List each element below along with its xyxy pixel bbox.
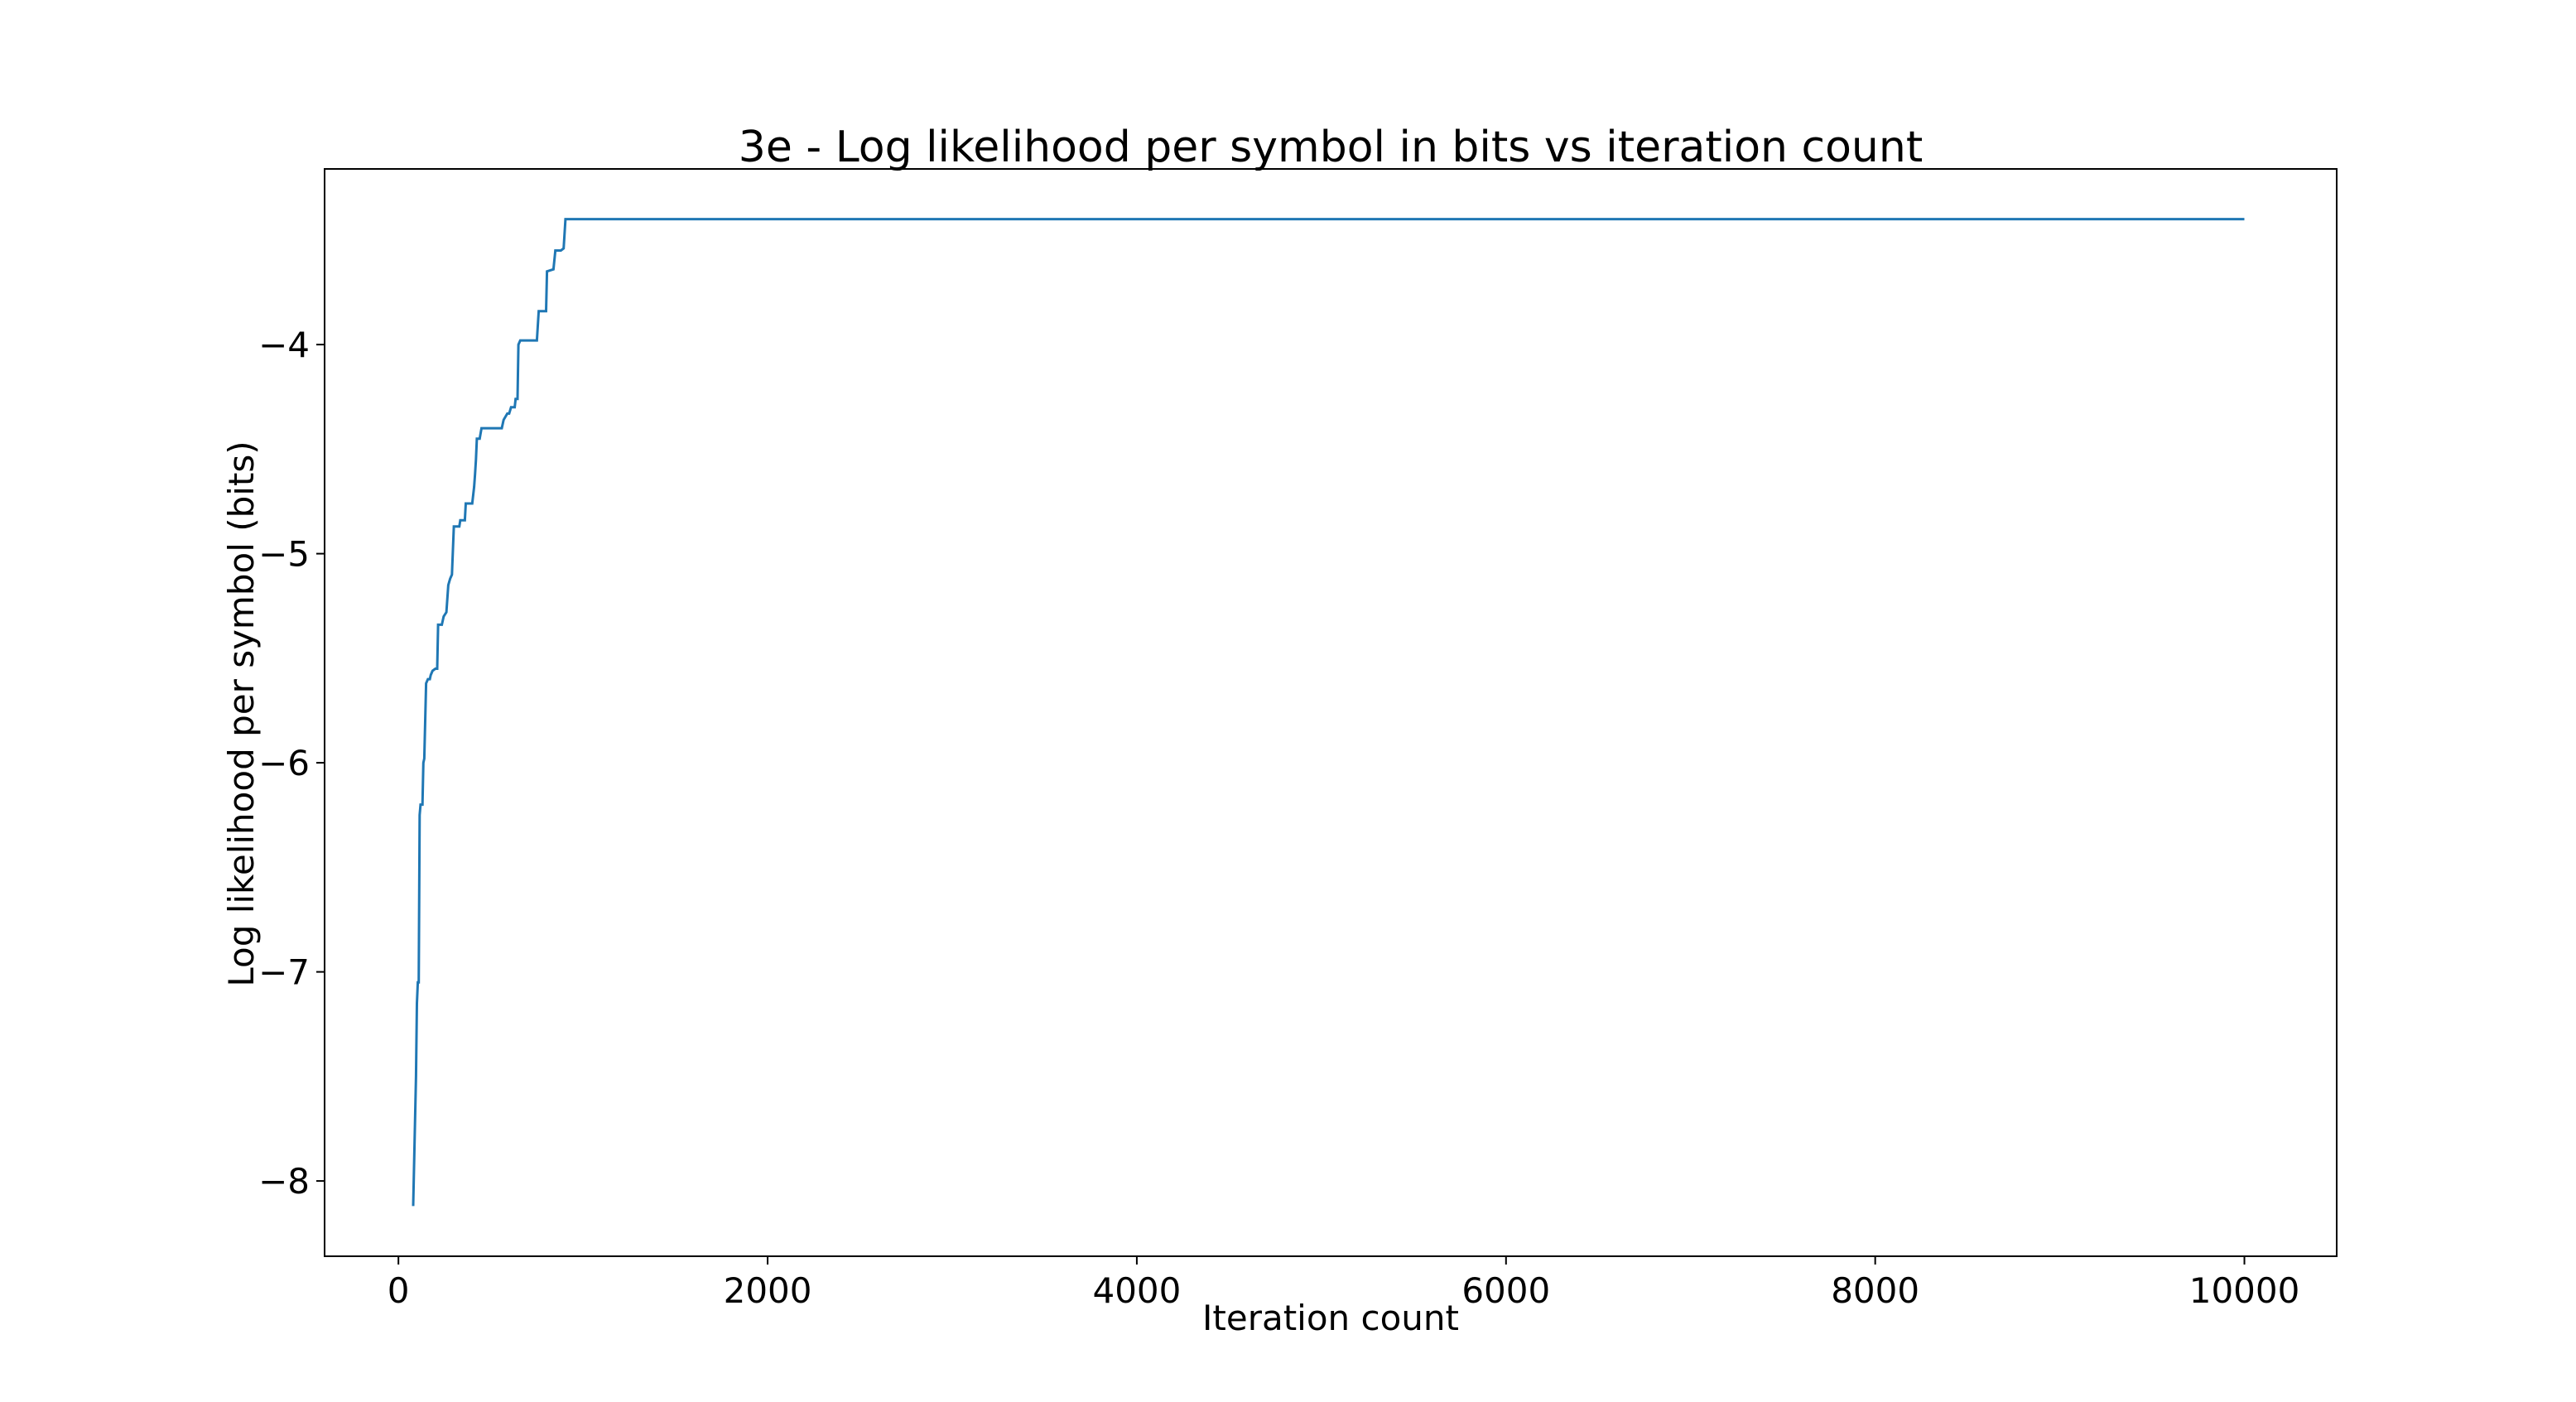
y-tick-label: −8 [258, 1161, 310, 1202]
plot-area-frame [324, 168, 2338, 1257]
x-tick-label: 10000 [2189, 1270, 2300, 1311]
y-tick-label: −7 [258, 952, 310, 993]
y-axis-ticks: −8 −7 −6 −5 −4 [258, 325, 325, 1202]
x-tick-label: 2000 [724, 1270, 812, 1311]
y-tick-label: −4 [258, 325, 310, 365]
y-tick-label: −6 [258, 743, 310, 783]
y-tick-label: −5 [258, 534, 310, 575]
x-tick-label: 8000 [1831, 1270, 1919, 1311]
y-axis-label: Log likelihood per symbol (bits) [221, 441, 262, 986]
x-tick-label: 0 [388, 1270, 410, 1311]
x-tick-label: 6000 [1461, 1270, 1550, 1311]
x-tick-label: 4000 [1092, 1270, 1181, 1311]
series-line [412, 218, 2245, 1207]
x-axis-ticks: 0 2000 4000 6000 8000 10000 [388, 1256, 2300, 1311]
chart-title: 3e - Log likelihood per symbol in bits v… [739, 123, 1923, 172]
series-layer [412, 218, 2245, 1207]
x-axis-label: Iteration count [1202, 1298, 1459, 1338]
